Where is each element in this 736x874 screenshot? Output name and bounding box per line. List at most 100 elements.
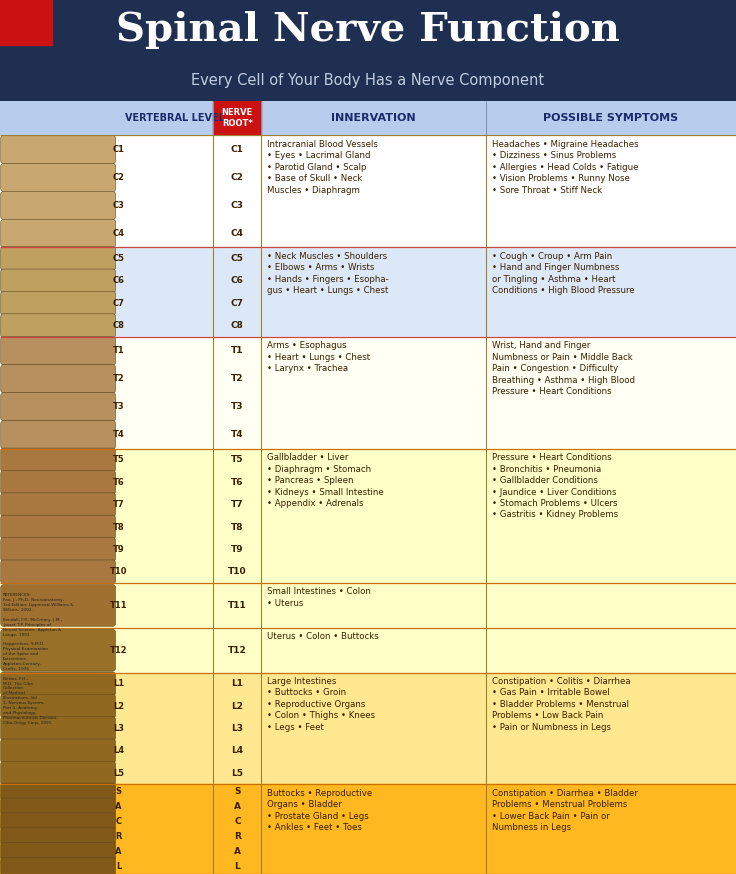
Text: Arms • Esophagus
• Heart • Lungs • Chest
• Larynx • Trachea: Arms • Esophagus • Heart • Lungs • Chest…: [267, 342, 370, 373]
Text: C4: C4: [231, 229, 244, 238]
Text: R: R: [234, 832, 241, 841]
FancyBboxPatch shape: [1, 392, 116, 421]
Text: T6: T6: [113, 478, 124, 487]
Text: Constipation • Colitis • Diarrhea
• Gas Pain • Irritable Bowel
• Bladder Problem: Constipation • Colitis • Diarrhea • Gas …: [492, 677, 630, 732]
FancyBboxPatch shape: [1, 694, 116, 718]
Text: T1: T1: [113, 346, 124, 356]
Bar: [0, 583, 736, 628]
Text: INNERVATION: INNERVATION: [331, 113, 416, 123]
Text: C2: C2: [113, 173, 124, 182]
Text: T8: T8: [231, 523, 244, 531]
Text: C: C: [116, 817, 121, 826]
Bar: [0, 628, 736, 673]
FancyBboxPatch shape: [1, 739, 116, 763]
Text: C4: C4: [113, 229, 124, 238]
Text: T9: T9: [113, 545, 124, 554]
Text: C3: C3: [113, 201, 124, 210]
Text: C5: C5: [113, 254, 124, 263]
FancyBboxPatch shape: [1, 336, 116, 365]
Text: T1: T1: [231, 346, 244, 356]
Text: T10: T10: [228, 567, 247, 576]
Text: C6: C6: [113, 276, 124, 286]
Text: T2: T2: [231, 374, 244, 384]
FancyBboxPatch shape: [1, 798, 116, 815]
Text: L5: L5: [231, 769, 244, 778]
Text: T3: T3: [231, 402, 244, 412]
Text: R: R: [116, 832, 121, 841]
Text: • Cough • Croup • Arm Pain
• Hand and Finger Numbness
or Tingling • Asthma • Hea: • Cough • Croup • Arm Pain • Hand and Fi…: [492, 252, 634, 295]
Text: Buttocks • Reproductive
Organs • Bladder
• Prostate Gland • Legs
• Ankles • Feet: Buttocks • Reproductive Organs • Bladder…: [267, 789, 372, 832]
Text: A: A: [234, 802, 241, 811]
Text: L1: L1: [113, 679, 124, 688]
FancyBboxPatch shape: [1, 843, 116, 861]
Text: T4: T4: [113, 430, 124, 440]
Text: Every Cell of Your Body Has a Nerve Component: Every Cell of Your Body Has a Nerve Comp…: [191, 73, 545, 88]
FancyBboxPatch shape: [1, 828, 116, 846]
Text: • Neck Muscles • Shoulders
• Elbows • Arms • Wrists
• Hands • Fingers • Esopha-
: • Neck Muscles • Shoulders • Elbows • Ar…: [267, 252, 389, 295]
Text: L5: L5: [113, 769, 124, 778]
Bar: [0, 448, 736, 583]
Text: T9: T9: [231, 545, 244, 554]
Text: T12: T12: [228, 646, 247, 655]
Text: T5: T5: [113, 455, 124, 464]
Text: C2: C2: [231, 173, 244, 182]
Text: T8: T8: [113, 523, 124, 531]
FancyBboxPatch shape: [1, 364, 116, 393]
Text: L3: L3: [231, 724, 244, 733]
FancyBboxPatch shape: [1, 493, 116, 517]
Text: Headaches • Migraine Headaches
• Dizziness • Sinus Problems
• Allergies • Head C: Headaches • Migraine Headaches • Dizzine…: [492, 140, 638, 195]
FancyBboxPatch shape: [1, 420, 116, 449]
Bar: [0, 135, 736, 247]
FancyBboxPatch shape: [1, 761, 116, 785]
Text: Pressure • Heart Conditions
• Bronchitis • Pneumonia
• Gallbladder Conditions
• : Pressure • Heart Conditions • Bronchitis…: [492, 454, 618, 519]
Bar: [0, 247, 736, 336]
FancyBboxPatch shape: [1, 783, 116, 801]
Text: C7: C7: [231, 299, 244, 308]
Text: Large Intestines
• Buttocks • Groin
• Reproductive Organs
• Colon • Thighs • Kne: Large Intestines • Buttocks • Groin • Re…: [267, 677, 375, 732]
Text: L2: L2: [113, 702, 124, 711]
Text: L1: L1: [231, 679, 244, 688]
Text: T11: T11: [228, 601, 247, 610]
FancyBboxPatch shape: [1, 314, 116, 337]
FancyBboxPatch shape: [1, 269, 116, 293]
Text: A: A: [116, 847, 121, 857]
Bar: [0, 785, 736, 874]
FancyBboxPatch shape: [1, 560, 116, 584]
Text: NERVE
ROOT*: NERVE ROOT*: [222, 108, 253, 128]
Text: T5: T5: [231, 455, 244, 464]
Text: L: L: [235, 862, 240, 871]
FancyBboxPatch shape: [1, 672, 116, 696]
FancyBboxPatch shape: [1, 291, 116, 316]
Text: C8: C8: [113, 322, 124, 330]
Text: A: A: [116, 802, 121, 811]
Text: T7: T7: [113, 500, 124, 510]
Text: L4: L4: [113, 746, 124, 755]
FancyBboxPatch shape: [1, 585, 116, 627]
Bar: [0, 0, 52, 45]
FancyBboxPatch shape: [1, 515, 116, 539]
Text: T7: T7: [231, 500, 244, 510]
Text: T12: T12: [110, 646, 127, 655]
FancyBboxPatch shape: [1, 813, 116, 830]
Text: T6: T6: [231, 478, 244, 487]
Text: Small Intestines • Colon
• Uterus: Small Intestines • Colon • Uterus: [267, 587, 371, 608]
Text: C1: C1: [231, 145, 244, 154]
Text: L3: L3: [113, 724, 124, 733]
Text: S: S: [116, 787, 121, 796]
Text: Gallbladder • Liver
• Diaphragm • Stomach
• Pancreas • Spleen
• Kidneys • Small : Gallbladder • Liver • Diaphragm • Stomac…: [267, 454, 384, 508]
Text: T10: T10: [110, 567, 127, 576]
Text: C7: C7: [113, 299, 124, 308]
FancyBboxPatch shape: [1, 191, 116, 219]
FancyBboxPatch shape: [1, 717, 116, 740]
FancyBboxPatch shape: [1, 538, 116, 561]
Text: Wrist, Hand and Finger
Numbness or Pain • Middle Back
Pain • Congestion • Diffic: Wrist, Hand and Finger Numbness or Pain …: [492, 342, 634, 396]
Text: C5: C5: [231, 254, 244, 263]
Text: Spinal Nerve Function: Spinal Nerve Function: [116, 11, 620, 49]
Text: Uterus • Colon • Buttocks: Uterus • Colon • Buttocks: [267, 632, 379, 642]
Bar: [213, 101, 261, 135]
Text: Intracranial Blood Vessels
• Eyes • Lacrimal Gland
• Parotid Gland • Scalp
• Bas: Intracranial Blood Vessels • Eyes • Lacr…: [267, 140, 378, 195]
Text: T4: T4: [231, 430, 244, 440]
Text: S: S: [234, 787, 241, 796]
Text: C3: C3: [231, 201, 244, 210]
Text: C1: C1: [113, 145, 124, 154]
